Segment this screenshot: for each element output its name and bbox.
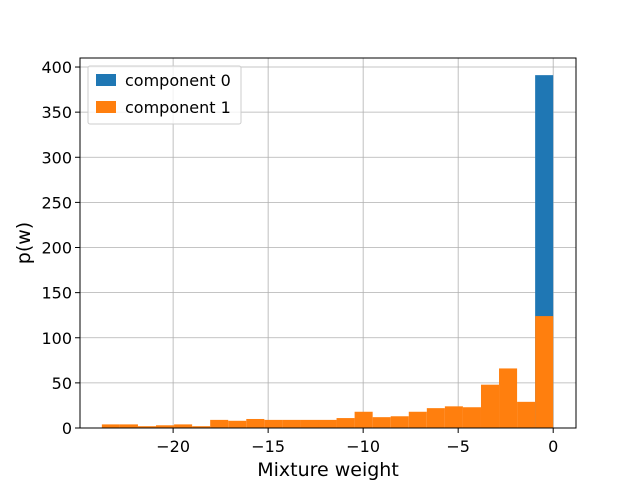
histogram-bar-component-1 [137, 426, 157, 428]
histogram-bar-component-1 [210, 419, 229, 428]
y-tick-label: 300 [41, 148, 72, 167]
histogram-bar-component-1 [264, 419, 283, 428]
y-axis-label: p(w) [13, 222, 35, 264]
histogram-bar-component-1 [426, 408, 445, 428]
x-axis: −20 −15 −10 −5 0 [156, 428, 558, 456]
legend-box [87, 65, 242, 125]
y-tick-label: 0 [62, 419, 72, 438]
histogram-bar-component-1 [408, 411, 427, 428]
histogram-bar-component-1 [156, 425, 175, 428]
histogram-bar-component-1 [300, 419, 319, 428]
legend-swatch-component-1 [96, 101, 116, 113]
y-tick-label: 150 [41, 284, 72, 303]
x-axis-label: Mixture weight [257, 459, 399, 480]
histogram-bar-component-1 [354, 411, 373, 428]
histogram-bar-component-1 [336, 418, 355, 428]
histogram-bar-component-1 [517, 401, 536, 428]
x-tick-label: −10 [346, 437, 380, 456]
histogram-bar-component-1 [192, 426, 211, 428]
histogram-bar-component-1 [318, 419, 337, 428]
histogram-bar-component-1 [246, 418, 265, 428]
legend-label-component-0: component 0 [125, 71, 231, 90]
x-tick-label: −20 [156, 437, 190, 456]
histogram-bar-component-1 [282, 419, 301, 428]
bars-group [101, 75, 554, 429]
y-axis: 0 50 100 150 200 250 300 350 400 [41, 58, 80, 438]
y-tick-label: 100 [41, 329, 72, 348]
y-tick-label: 400 [41, 58, 72, 77]
histogram-bar-component-1 [480, 384, 500, 428]
y-tick-label: 50 [52, 374, 72, 393]
histogram-bar-component-1 [462, 407, 481, 428]
legend-swatch-component-0 [96, 74, 116, 86]
histogram-bar-component-1 [372, 417, 391, 428]
y-tick-label: 350 [41, 103, 72, 122]
histogram-bar-component-1 [444, 406, 463, 428]
x-tick-label: −15 [251, 437, 285, 456]
y-tick-label: 250 [41, 193, 72, 212]
y-tick-label: 200 [41, 239, 72, 258]
x-tick-label: 0 [548, 437, 558, 456]
histogram-bar-component-1 [101, 424, 120, 428]
legend-label-component-1: component 1 [125, 98, 231, 117]
histogram-bar-component-1 [174, 424, 193, 428]
histogram-bar-component-1 [390, 416, 409, 428]
x-tick-label: −5 [446, 437, 470, 456]
legend: component 0 component 1 [87, 65, 242, 125]
histogram-bar-component-1 [535, 316, 554, 428]
histogram-bar-component-1 [228, 420, 247, 428]
histogram-bar-component-1 [499, 368, 518, 428]
histogram-bar-component-1 [119, 424, 138, 428]
plot-frame [79, 57, 577, 429]
